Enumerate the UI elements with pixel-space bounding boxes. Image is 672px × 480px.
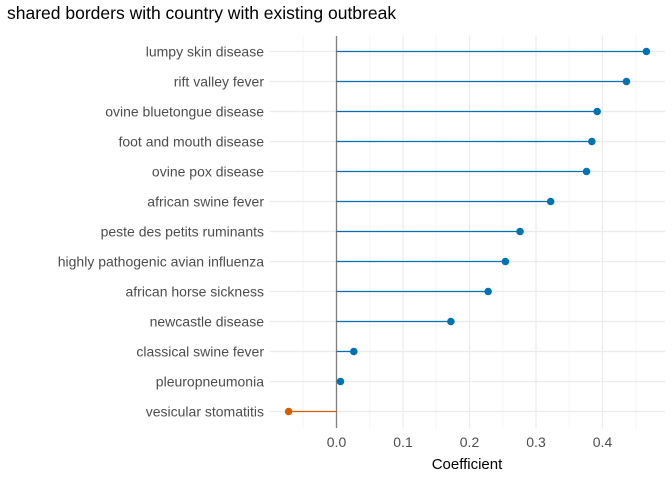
category-label: highly pathogenic avian influenza: [58, 254, 264, 270]
category-label: classical swine fever: [136, 344, 264, 360]
lollipop-point: [484, 287, 492, 296]
lollipop-point: [642, 47, 651, 56]
category-label: foot and mouth disease: [118, 134, 264, 150]
lollipop-point: [516, 227, 524, 236]
lollipop-point: [593, 107, 601, 116]
category-label: ovine bluetongue disease: [105, 104, 264, 120]
category-label: pleuropneumonia: [156, 374, 264, 390]
category-labels: lumpy skin disease rift valley fever ovine…: [58, 44, 265, 420]
lollipop-point: [284, 407, 293, 416]
category-label: lumpy skin disease: [146, 44, 264, 60]
category-label: ovine pox disease: [152, 164, 264, 180]
category-label: peste des petits ruminants: [101, 224, 264, 240]
category-label: african swine fever: [147, 194, 264, 210]
x-tick-label: 0.3: [526, 434, 546, 450]
category-label: rift valley fever: [174, 74, 265, 90]
lollipop-point: [546, 197, 555, 206]
x-tick-label: 0.0: [327, 434, 347, 450]
lollipop-point: [501, 257, 510, 266]
lollipop-point: [349, 347, 358, 356]
chart-title: shared borders with country with existin…: [7, 3, 397, 23]
lollipop-point: [622, 77, 631, 86]
lollipop-point: [447, 317, 455, 326]
point-layer: [284, 47, 651, 416]
lollipop-point: [582, 167, 591, 176]
lollipop-point: [336, 377, 345, 386]
category-label: african horse sickness: [125, 284, 264, 300]
category-label: vesicular stomatitis: [146, 404, 264, 420]
x-tick-labels: 0.0 0.1 0.2 0.3 0.4: [327, 434, 613, 450]
lollipop-point: [588, 137, 596, 146]
category-label: newcastle disease: [150, 314, 265, 330]
x-tick-label: 0.4: [593, 434, 613, 450]
stem-layer: [288, 50, 647, 413]
x-axis-title: Coefficient: [432, 456, 503, 473]
x-tick-label: 0.2: [460, 434, 480, 450]
x-tick-label: 0.1: [393, 434, 413, 450]
